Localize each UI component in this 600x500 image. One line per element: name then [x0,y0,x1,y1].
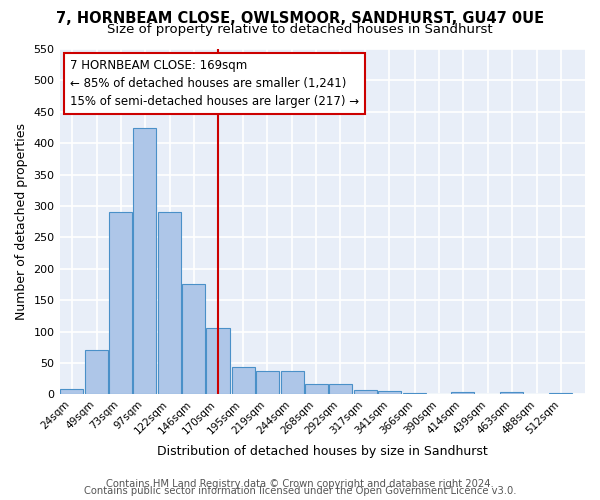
Bar [158,212,181,394]
Bar [182,284,205,395]
Text: Contains public sector information licensed under the Open Government Licence v3: Contains public sector information licen… [84,486,516,496]
Y-axis label: Number of detached properties: Number of detached properties [15,123,28,320]
Bar [451,392,474,394]
Bar [500,392,523,394]
Bar [133,128,157,394]
Bar [354,390,377,394]
Text: Size of property relative to detached houses in Sandhurst: Size of property relative to detached ho… [107,22,493,36]
Bar [403,392,426,394]
Text: 7 HORNBEAM CLOSE: 169sqm
← 85% of detached houses are smaller (1,241)
15% of sem: 7 HORNBEAM CLOSE: 169sqm ← 85% of detach… [70,60,359,108]
Bar [206,328,230,394]
Bar [232,367,254,394]
Bar [329,384,352,394]
Bar [109,212,132,394]
Text: 7, HORNBEAM CLOSE, OWLSMOOR, SANDHURST, GU47 0UE: 7, HORNBEAM CLOSE, OWLSMOOR, SANDHURST, … [56,11,544,26]
Bar [550,392,572,394]
Text: Contains HM Land Registry data © Crown copyright and database right 2024.: Contains HM Land Registry data © Crown c… [106,479,494,489]
Bar [85,350,108,395]
Bar [281,370,304,394]
Bar [378,392,401,394]
Bar [60,390,83,394]
Bar [256,371,278,394]
X-axis label: Distribution of detached houses by size in Sandhurst: Distribution of detached houses by size … [157,444,488,458]
Bar [305,384,328,394]
